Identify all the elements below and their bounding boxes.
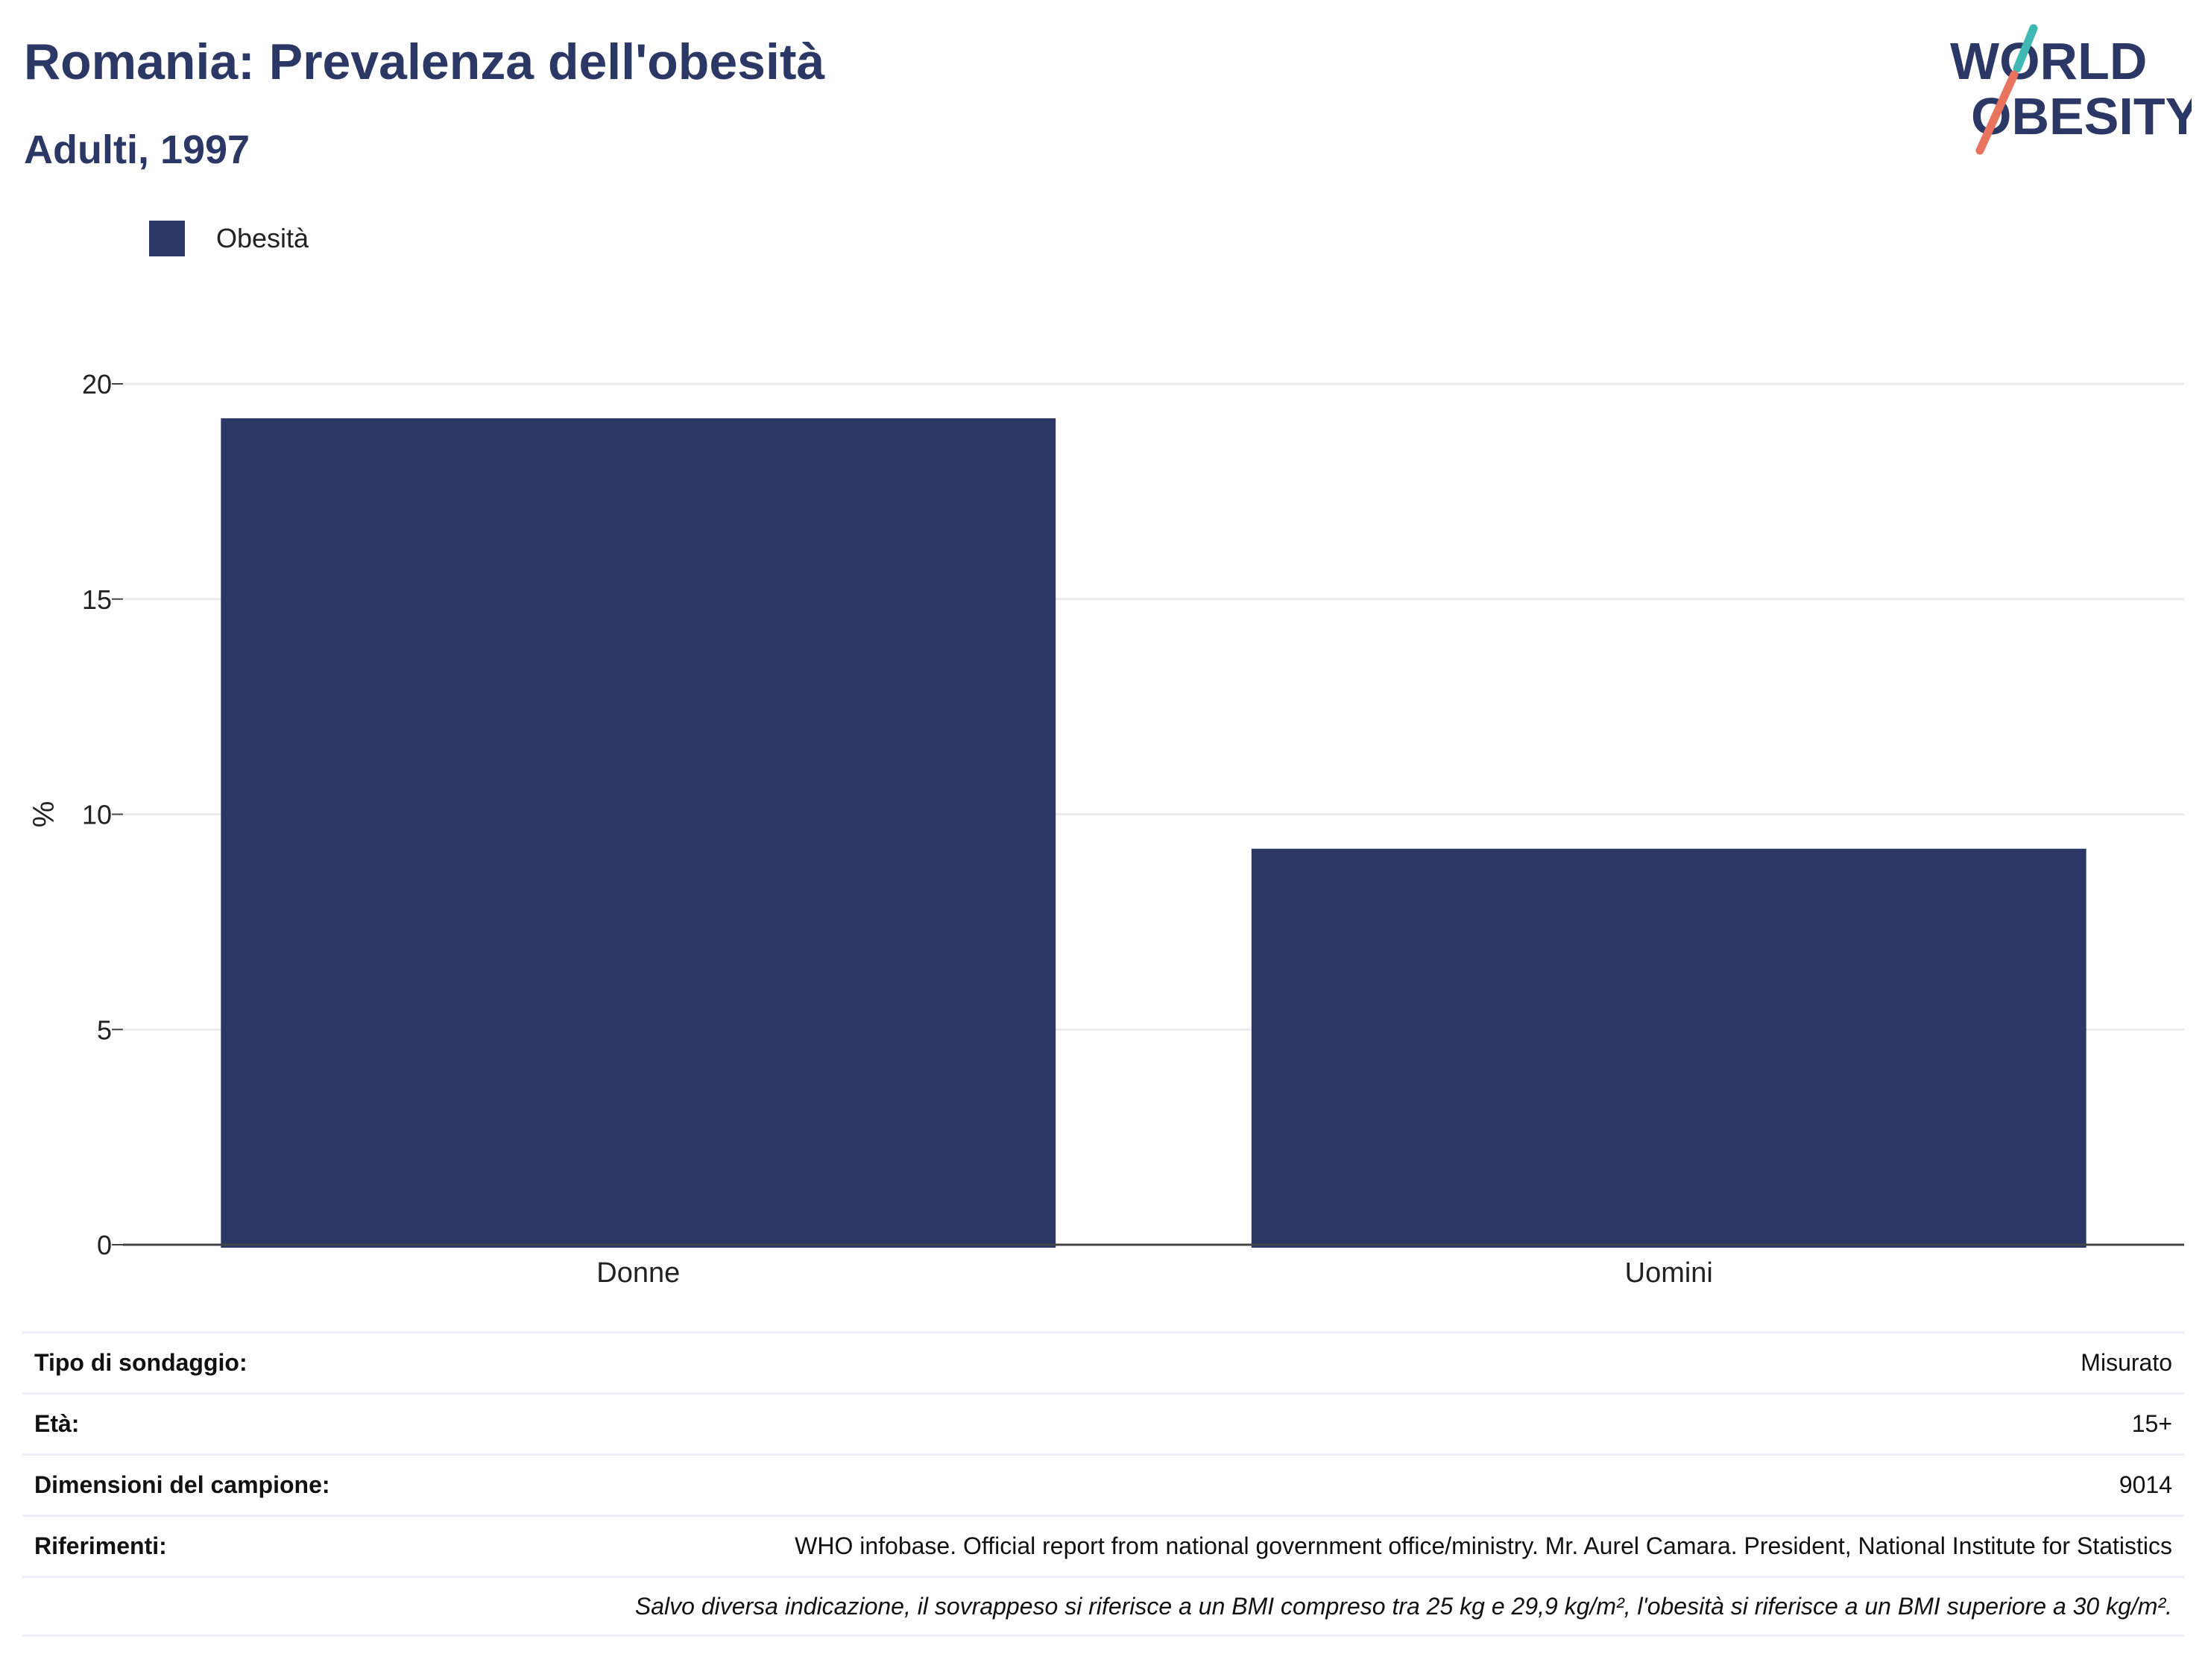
info-label: Riferimenti: — [34, 1532, 167, 1559]
logo-line1: WORLD — [1950, 32, 2147, 90]
info-row-age: Età: 15+ — [22, 1392, 2184, 1453]
logo-teal-slash — [2013, 24, 2038, 73]
info-row-sample-size: Dimensioni del campione: 9014 — [22, 1453, 2184, 1515]
info-label: Tipo di sondaggio: — [34, 1349, 247, 1376]
chart-legend[interactable]: Obesità — [149, 221, 309, 256]
bars — [221, 418, 2086, 1248]
info-value: WHO infobase. Official report from natio… — [795, 1532, 2172, 1559]
y-tick-label: 5 — [97, 1014, 112, 1045]
y-tick-label: 10 — [82, 800, 112, 830]
bar-chart: 0 5 10 15 20 Donne Uomini% — [28, 369, 2184, 1289]
x-tick-label: Donne — [596, 1257, 680, 1289]
y-axis-label: % — [28, 801, 60, 828]
chart-title: Romania: Prevalenza dell'obesità — [24, 34, 825, 90]
info-value: Misurato — [2081, 1349, 2172, 1376]
bar-donne — [221, 418, 1056, 1248]
info-value: 9014 — [2119, 1471, 2172, 1498]
axes: 0 5 10 15 20 Donne Uomini% — [28, 369, 2184, 1289]
info-row-survey-type: Tipo di sondaggio: Misurato — [22, 1331, 2184, 1392]
y-tick-label: 20 — [82, 369, 112, 400]
info-row-references: Riferimenti: WHO infobase. Official repo… — [22, 1515, 2184, 1576]
logo-coral-slash — [1975, 70, 2019, 155]
y-tick-label: 0 — [97, 1230, 112, 1260]
info-value: 15+ — [2131, 1410, 2172, 1437]
info-note-row: Salvo diversa indicazione, il sovrappeso… — [22, 1576, 2184, 1637]
x-tick-label: Uomini — [1625, 1257, 1713, 1289]
info-table: Tipo di sondaggio: Misurato Età: 15+ Dim… — [22, 1331, 2184, 1637]
legend-swatch — [149, 221, 185, 256]
info-label: Dimensioni del campione: — [34, 1471, 330, 1498]
world-obesity-logo: WORLD OBESITY — [1950, 24, 2192, 155]
bar-uomini — [1251, 848, 2086, 1248]
bmi-note: Salvo diversa indicazione, il sovrappeso… — [634, 1592, 2172, 1620]
legend-label: Obesità — [216, 223, 309, 253]
chart-subtitle: Adulti, 1997 — [24, 127, 250, 172]
info-label: Età: — [34, 1410, 80, 1437]
y-tick-label: 15 — [82, 584, 112, 615]
